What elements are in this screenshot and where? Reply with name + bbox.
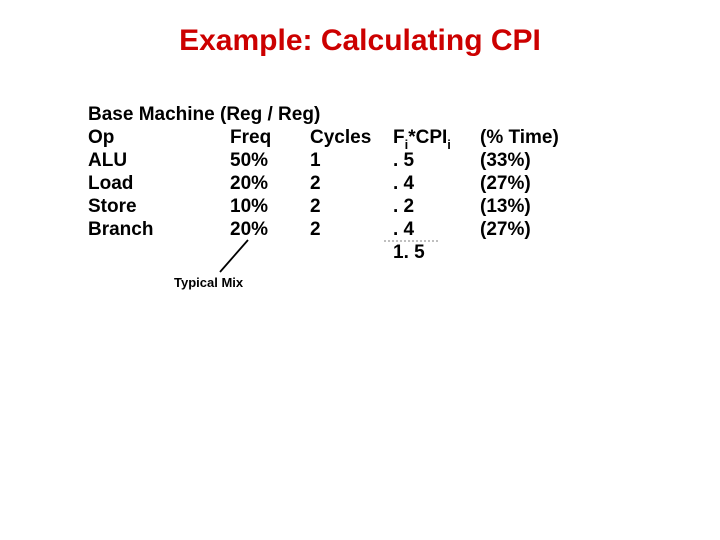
col-header-3: Fi*CPIi bbox=[393, 127, 451, 151]
total-cell: 1. 5 bbox=[393, 242, 425, 264]
cell-r1-c2: 2 bbox=[310, 173, 321, 195]
cell-r1-c1: 20% bbox=[230, 173, 268, 195]
cell-r2-c4: (13%) bbox=[480, 196, 531, 218]
cell-r1-c3: . 4 bbox=[393, 173, 414, 195]
cell-r0-c2: 1 bbox=[310, 150, 321, 172]
cell-r3-c0: Branch bbox=[88, 219, 153, 241]
col-header-1: Freq bbox=[230, 127, 271, 149]
annotation-layer bbox=[0, 0, 720, 540]
cell-r0-c4: (33%) bbox=[480, 150, 531, 172]
cell-r0-c0: ALU bbox=[88, 150, 127, 172]
slide: { "title": { "text": "Example: Calculati… bbox=[0, 0, 720, 540]
typical-mix-caption: Typical Mix bbox=[174, 275, 243, 290]
col-header-2: Cycles bbox=[310, 127, 371, 149]
cell-r3-c2: 2 bbox=[310, 219, 321, 241]
cell-r2-c1: 10% bbox=[230, 196, 268, 218]
col-header-4: (% Time) bbox=[480, 127, 559, 149]
cell-r2-c3: . 2 bbox=[393, 196, 414, 218]
cell-r3-c3: . 4 bbox=[393, 219, 414, 241]
cell-r0-c3: . 5 bbox=[393, 150, 414, 172]
slide-title: Example: Calculating CPI bbox=[0, 24, 720, 58]
subtitle: Base Machine (Reg / Reg) bbox=[88, 104, 320, 126]
cell-r0-c1: 50% bbox=[230, 150, 268, 172]
col-header-0: Op bbox=[88, 127, 114, 149]
cell-r2-c2: 2 bbox=[310, 196, 321, 218]
cell-r1-c0: Load bbox=[88, 173, 133, 195]
cell-r1-c4: (27%) bbox=[480, 173, 531, 195]
cell-r2-c0: Store bbox=[88, 196, 137, 218]
cell-r3-c1: 20% bbox=[230, 219, 268, 241]
pointer-line bbox=[220, 240, 248, 272]
cell-r3-c4: (27%) bbox=[480, 219, 531, 241]
